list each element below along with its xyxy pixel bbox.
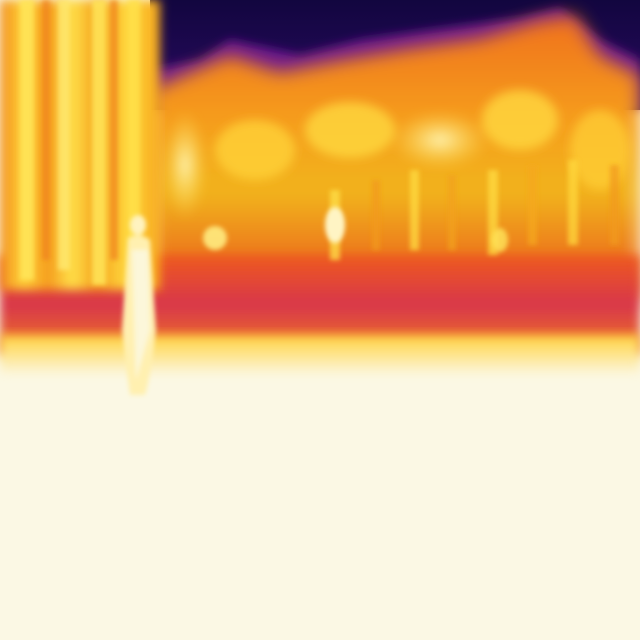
ground-area bbox=[0, 340, 640, 640]
facade-hotspots bbox=[163, 90, 630, 220]
small-hotspots bbox=[203, 207, 508, 252]
building-facade bbox=[150, 15, 640, 300]
column-highlights bbox=[20, 0, 140, 285]
person-figure bbox=[122, 215, 156, 395]
ground-edge-glow bbox=[0, 335, 640, 375]
